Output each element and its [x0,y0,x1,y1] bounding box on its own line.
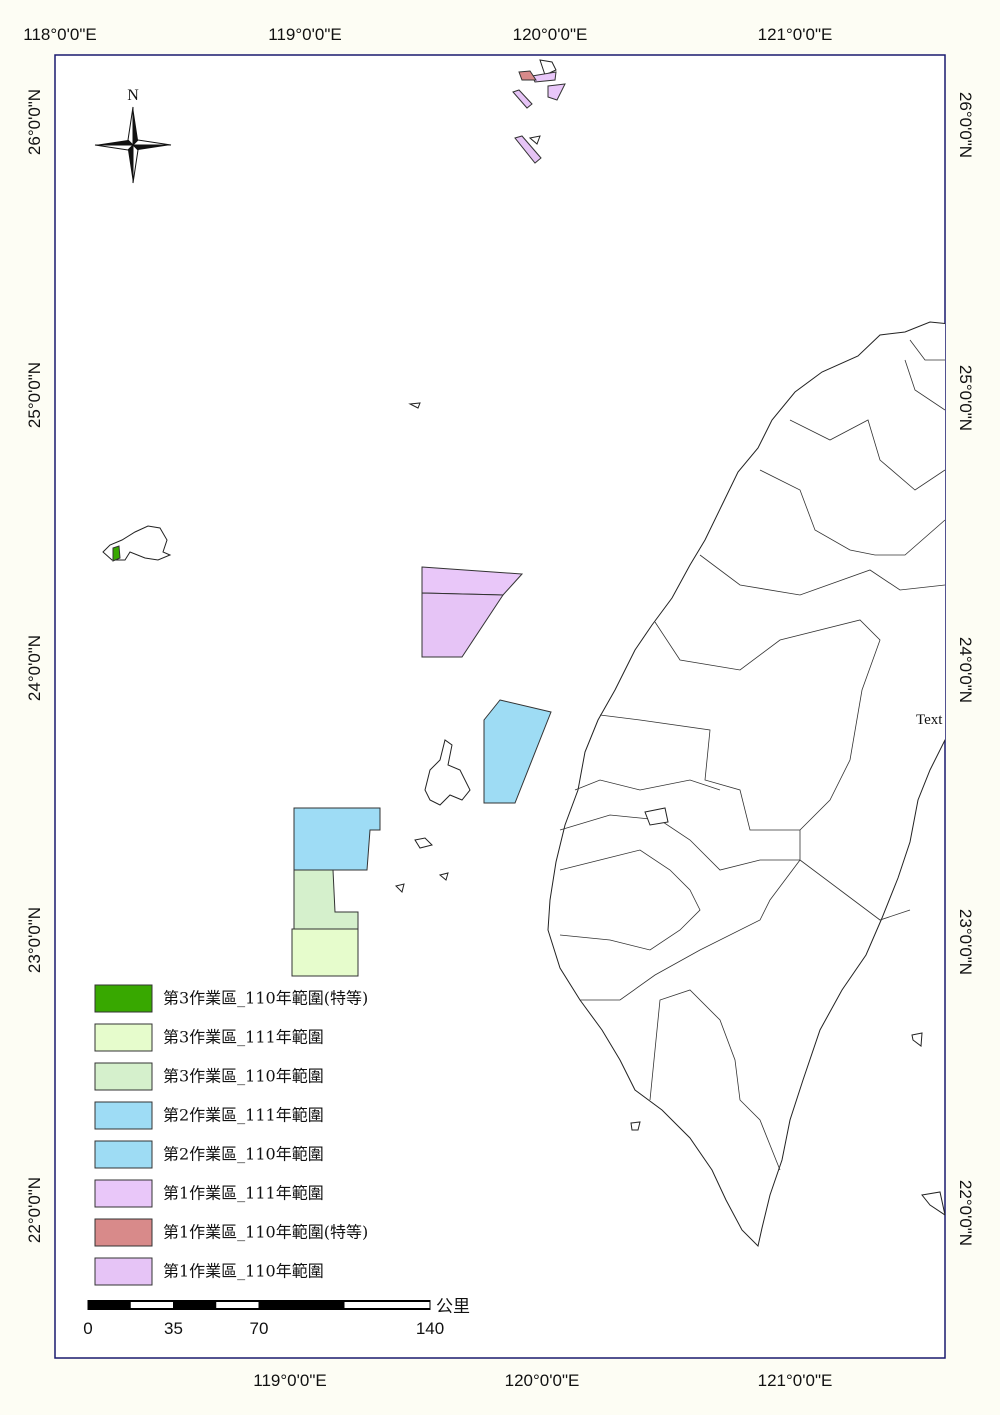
lon-label: 119°0'0"E [268,25,341,44]
legend-swatch [94,984,153,1013]
legend-swatch [94,1140,153,1169]
scale-bar-segment [344,1302,430,1308]
legend-swatch [94,1179,153,1208]
lat-label: 26°0'0"N [956,92,975,158]
lon-label: 118°0'0"E [23,25,96,44]
scale-unit: 公里 [436,1297,470,1317]
lat-label: 24°0'0"N [25,635,44,701]
scale-bar-segment [130,1302,174,1308]
lat-label: 25°0'0"N [956,365,975,431]
matsu-islands [408,59,945,1216]
legend-label: 第2作業區_110年範圍 [163,1145,324,1164]
lat-label: 26°0'0"N [25,89,44,155]
penghu [395,739,471,893]
county-borders [559,339,945,1171]
north-label: N [127,87,139,104]
zone [291,928,359,977]
zone [547,83,566,101]
legend-label: 第2作業區_111年範圍 [163,1106,324,1125]
legend-swatch [94,1257,153,1286]
zone [112,545,121,562]
zone [483,699,552,804]
lat-label: 24°0'0"N [956,637,975,703]
legend-swatch [94,1218,153,1247]
zone [293,807,381,871]
legend-label: 第3作業區_110年範圍(特等) [163,989,368,1008]
lon-label: 120°0'0"E [513,25,588,44]
graticule-labels: 118°0'0"E 119°0'0"E 120°0'0"E 121°0'0"E … [23,25,975,1390]
legend-label: 第1作業區_110年範圍(特等) [163,1223,368,1242]
annotation: Text [916,712,943,728]
zone [512,89,533,109]
legend-swatch [94,1062,153,1091]
zone [518,70,537,81]
scale-label: 0 [83,1319,92,1338]
legend-swatch [94,1023,153,1052]
lat-label: 22°0'0"N [25,1177,44,1243]
lon-label: 121°0'0"E [758,25,833,44]
lat-label: 23°0'0"N [25,907,44,973]
lon-label: 120°0'0"E [505,1371,580,1390]
lat-label: 23°0'0"N [956,909,975,975]
lat-label: 25°0'0"N [25,362,44,428]
legend-swatch [94,1101,153,1130]
scale-label: 35 [164,1319,183,1338]
scale-label: 70 [250,1319,269,1338]
legend-label: 第1作業區_110年範圍 [163,1262,324,1281]
scale-bar-segment [216,1302,259,1308]
map-content [102,59,945,1247]
zone [514,135,542,164]
legend-label: 第3作業區_110年範圍 [163,1067,324,1086]
legend-label: 第3作業區_111年範圍 [163,1028,324,1047]
north-arrow [94,106,172,184]
zone [421,592,504,658]
lon-label: 121°0'0"E [758,1371,833,1390]
lat-label: 22°0'0"N [956,1180,975,1246]
scale-label: 140 [416,1319,444,1338]
lon-label: 119°0'0"E [253,1371,326,1390]
legend-label: 第1作業區_111年範圍 [163,1184,324,1203]
